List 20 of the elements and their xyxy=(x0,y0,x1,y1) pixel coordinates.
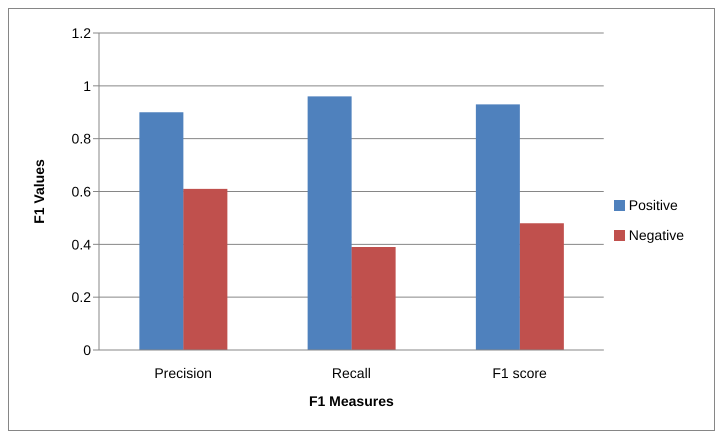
y-tick-label: 0.6 xyxy=(72,183,92,200)
x-axis-title: F1 Measures xyxy=(308,393,394,409)
legend-label: Negative xyxy=(628,226,684,242)
y-tick-label: 1 xyxy=(83,78,92,94)
x-tick-label: Precision xyxy=(154,364,212,381)
x-tick-label: F1 score xyxy=(492,364,548,381)
bar xyxy=(520,223,564,350)
bar xyxy=(308,96,352,350)
x-tick-label: Recall xyxy=(332,364,371,381)
y-tick-label: 0 xyxy=(83,342,92,358)
y-axis-title: F1 Values xyxy=(30,158,47,224)
y-tick-label: 0.4 xyxy=(72,236,92,252)
bar xyxy=(139,112,184,350)
bar xyxy=(476,104,520,350)
bar xyxy=(352,246,396,350)
y-tick-label: 1.2 xyxy=(72,24,92,41)
y-tick-label: 0.8 xyxy=(72,130,92,147)
legend-label: Positive xyxy=(628,196,678,212)
y-tick-label: 0.2 xyxy=(72,289,92,306)
bar xyxy=(183,188,228,350)
